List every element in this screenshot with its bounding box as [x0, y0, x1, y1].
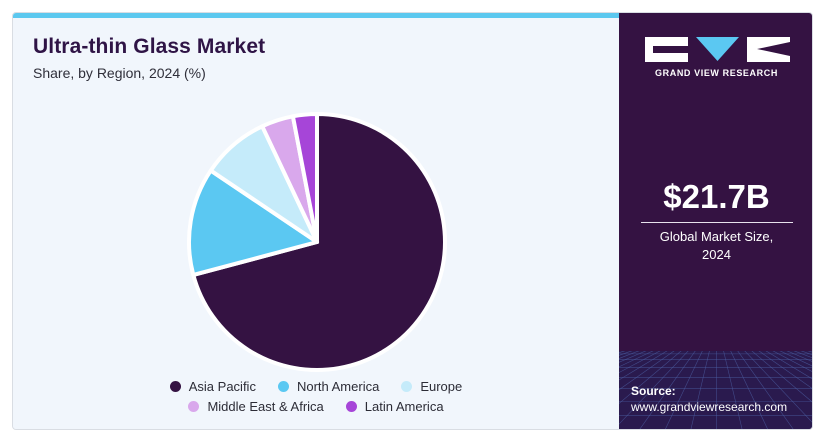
market-size-label-line1: Global Market Size, [659, 229, 774, 244]
pie-slice-asia-pacific [191, 112, 447, 372]
pie-chart [187, 112, 447, 372]
legend-item-north-america: North America [277, 379, 380, 394]
info-sidebar: GRAND VIEW RESEARCH $21.7B Global Market… [619, 13, 812, 429]
legend-swatch [345, 401, 357, 412]
market-size-label-line2: 2024 [702, 247, 731, 262]
divider [641, 222, 793, 223]
legend-label: Latin America [364, 399, 444, 414]
legend-item-middle-east-africa: Middle East & Africa [188, 399, 324, 414]
brand-name: GRAND VIEW RESEARCH [655, 68, 778, 78]
pie-slice-latin-america [290, 112, 319, 244]
legend-swatch [169, 381, 181, 392]
legend-row-2: Middle East & Africa Latin America [13, 399, 619, 414]
market-size-label: Global Market Size, 2024 [619, 228, 812, 264]
legend-label: North America [296, 379, 380, 394]
chart-card: Ultra-thin Glass Market Share, by Region… [12, 12, 813, 430]
legend-item-latin-america: Latin America [345, 399, 444, 414]
brand-logo [645, 37, 790, 62]
source-link[interactable]: www.grandviewresearch.com [631, 400, 788, 414]
pie-slice-north-america [187, 168, 319, 277]
chart-panel: Ultra-thin Glass Market Share, by Region… [13, 13, 619, 429]
legend-swatch [401, 381, 413, 392]
legend-swatch [277, 381, 289, 392]
decorative-grid [619, 351, 812, 429]
legend-label: Middle East & Africa [207, 399, 324, 414]
legend-row-1: Asia Pacific North America Europe [13, 379, 619, 394]
market-size-value: $21.7B [663, 178, 770, 215]
source-label: Source: [631, 384, 676, 398]
legend-item-asia-pacific: Asia Pacific [169, 379, 256, 394]
chart-title: Ultra-thin Glass Market [33, 35, 266, 58]
legend-swatch [188, 401, 200, 412]
legend-label: Europe [420, 379, 463, 394]
top-accent-bar [13, 13, 619, 18]
legend-label: Asia Pacific [188, 379, 256, 394]
legend-item-europe: Europe [401, 379, 462, 394]
chart-subtitle: Share, by Region, 2024 (%) [33, 65, 206, 81]
